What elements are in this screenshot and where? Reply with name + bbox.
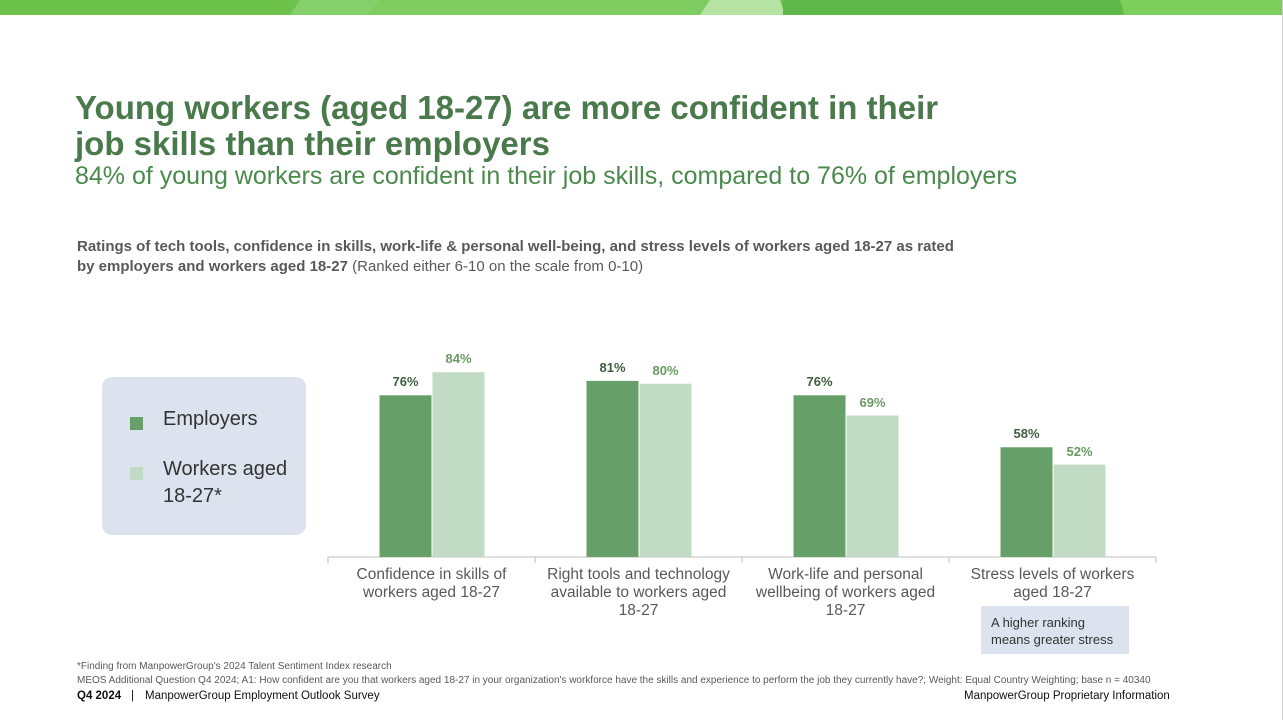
x-tick-label: Stress levels of workers aged 18-27 — [970, 566, 1135, 601]
chart-title-block: Ratings of tech tools, confidence in ski… — [77, 237, 967, 277]
x-tick-label: Right tools and technology available to … — [547, 566, 730, 619]
legend-swatch — [130, 467, 143, 480]
chart-title: Ratings of tech tools, confidence in ski… — [77, 238, 954, 275]
legend-swatch — [130, 417, 143, 430]
footnote: MEOS Additional Question Q4 2024; A1: Ho… — [77, 675, 1151, 686]
value-label: 52% — [1066, 443, 1093, 459]
value-label: 76% — [392, 374, 419, 390]
value-label: 58% — [1013, 426, 1040, 442]
bar — [379, 395, 432, 557]
value-label: 84% — [445, 351, 472, 367]
annotation: A higher ranking means greater stress — [981, 606, 1129, 654]
bar — [1053, 464, 1106, 557]
legend-label: Employers — [163, 408, 258, 430]
footer-period: Q4 2024 — [77, 690, 122, 702]
chart-title-note: (Ranked either 6-10 on the scale from 0-… — [352, 258, 644, 275]
footer-separator: | — [131, 690, 134, 702]
legend-label: Workers aged 18-27* — [163, 458, 288, 507]
bar — [639, 383, 692, 557]
value-label: 81% — [599, 359, 626, 375]
footer-survey: ManpowerGroup Employment Outlook Survey — [145, 690, 380, 702]
bar — [1000, 447, 1053, 557]
footnote: *Finding from ManpowerGroup's 2024 Talen… — [77, 661, 392, 672]
bar — [793, 395, 846, 557]
bar — [586, 380, 639, 557]
top-stripe — [0, 0, 1282, 15]
x-tick-label: Work-life and personal wellbeing of work… — [755, 566, 936, 619]
subtitle: 84% of young workers are confident in th… — [75, 162, 1018, 190]
x-tick-label: Confidence in skills of workers aged 18-… — [356, 566, 507, 601]
value-label: 76% — [806, 374, 833, 390]
legend: Employers Workers aged 18-27* — [102, 377, 306, 535]
footer-notice: ManpowerGroup Proprietary Information — [964, 690, 1170, 702]
title: Young workers (aged 18-27) are more conf… — [75, 89, 939, 162]
bar — [432, 372, 485, 557]
value-label: 69% — [859, 394, 886, 410]
value-label: 80% — [652, 362, 679, 378]
bar — [846, 415, 899, 557]
